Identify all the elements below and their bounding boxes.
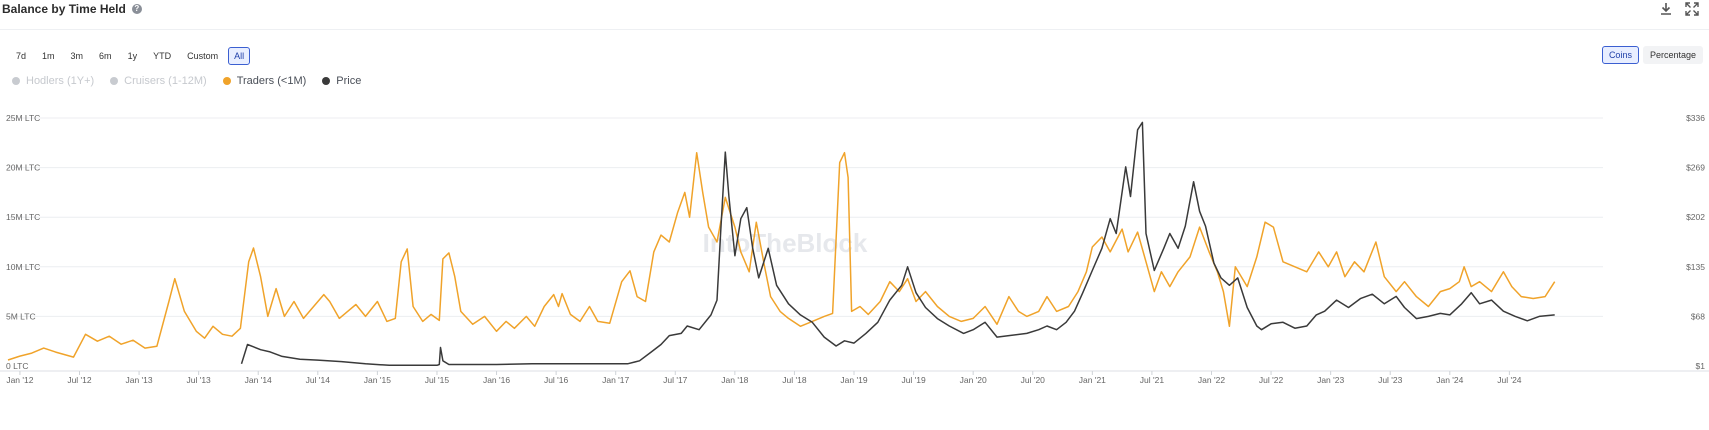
x-tick-label: Jul '21 <box>1140 375 1165 385</box>
legend-item-1[interactable]: Cruisers (1-12M) <box>110 75 207 87</box>
mode-button-coins[interactable]: Coins <box>1601 46 1639 64</box>
legend-item-3[interactable]: Price <box>322 75 361 87</box>
range-button-ytd[interactable]: YTD <box>147 47 178 65</box>
x-tick-label: Jul '13 <box>186 375 211 385</box>
range-button-all[interactable]: All <box>228 47 251 65</box>
legend-dot <box>222 77 231 85</box>
x-tick-label: Jul '12 <box>67 375 92 385</box>
range-button-3m[interactable]: 3m <box>64 47 90 65</box>
range-button-1y[interactable]: 1y <box>121 47 144 65</box>
x-tick-label: Jan '21 <box>1079 375 1106 385</box>
expand-icon[interactable] <box>1685 2 1699 19</box>
x-tick-label: Jan '17 <box>602 375 629 385</box>
x-tick-label: Jan '12 <box>6 375 33 385</box>
page-title: Balance by Time Held <box>2 2 126 16</box>
legend-dot <box>110 77 119 85</box>
y-right-tick-label: $1 <box>1696 361 1706 371</box>
x-tick-label: Jul '17 <box>663 375 688 385</box>
legend-dot <box>322 77 331 85</box>
legend-dot <box>12 77 20 85</box>
download-icon[interactable] <box>1659 2 1673 19</box>
y-right-tick-label: $202 <box>1686 212 1705 222</box>
y-left-tick-label: 5M LTC <box>6 311 36 321</box>
y-left-tick-label: 0 LTC <box>6 361 29 371</box>
x-tick-label: Jul '23 <box>1378 375 1403 385</box>
x-tick-label: Jan '24 <box>1436 375 1463 385</box>
chart-title-bar: Balance by Time Held ? <box>2 2 142 16</box>
y-left-tick-label: 15M LTC <box>6 212 40 222</box>
x-tick-label: Jul '14 <box>306 375 331 385</box>
mode-toggle: Coins Percentage <box>1601 46 1703 64</box>
range-button-1m[interactable]: 1m <box>36 47 61 65</box>
series-line-price <box>240 121 1555 367</box>
chart-actions <box>1659 2 1699 19</box>
x-tick-label: Jan '13 <box>125 375 152 385</box>
range-button-custom[interactable]: Custom <box>181 47 225 65</box>
y-left-tick-label: 10M LTC <box>6 262 40 272</box>
header-divider <box>0 29 1709 30</box>
mode-button-percentage[interactable]: Percentage <box>1642 46 1703 64</box>
question-circle-icon[interactable]: ? <box>131 4 142 14</box>
legend-label: Cruisers (1-12M) <box>124 75 207 87</box>
range-button-7d[interactable]: 7d <box>10 47 33 65</box>
x-tick-label: Jul '16 <box>544 375 569 385</box>
x-tick-label: Jan '15 <box>364 375 391 385</box>
x-tick-label: Jul '19 <box>901 375 926 385</box>
x-tick-label: Jan '22 <box>1198 375 1225 385</box>
x-tick-label: Jan '19 <box>840 375 867 385</box>
x-tick-label: Jan '16 <box>483 375 510 385</box>
watermark: IntoTheBlock <box>703 228 868 258</box>
y-left-tick-label: 20M LTC <box>6 163 40 173</box>
legend-label: Hodlers (1Y+) <box>26 75 95 87</box>
x-tick-label: Jul '15 <box>425 375 450 385</box>
chart-legend: Hodlers (1Y+) Cruisers (1-12M) Traders (<1… <box>12 75 361 87</box>
series-line-traders <box>7 151 1556 361</box>
x-tick-label: Jan '18 <box>721 375 748 385</box>
y-left-tick-label: 25M LTC <box>6 113 40 123</box>
x-tick-label: Jul '18 <box>782 375 807 385</box>
y-right-tick-label: $336 <box>1686 113 1705 123</box>
y-right-tick-label: $269 <box>1686 163 1705 173</box>
legend-label: Price <box>336 75 362 87</box>
y-right-tick-label: $68 <box>1691 311 1705 321</box>
x-tick-label: Jan '20 <box>960 375 987 385</box>
x-tick-label: Jan '23 <box>1317 375 1344 385</box>
legend-item-0[interactable]: Hodlers (1Y+) <box>12 75 94 87</box>
x-tick-label: Jul '20 <box>1021 375 1046 385</box>
legend-item-2[interactable]: Traders (<1M) <box>222 75 307 87</box>
legend-label: Traders (<1M) <box>236 75 307 87</box>
x-tick-label: Jul '24 <box>1497 375 1522 385</box>
y-right-tick-label: $135 <box>1686 262 1705 272</box>
range-selector: 7d 1m 3m 6m 1y YTD Custom All <box>10 47 251 65</box>
x-tick-label: Jan '14 <box>245 375 272 385</box>
range-button-6m[interactable]: 6m <box>93 47 118 65</box>
x-tick-label: Jul '22 <box>1259 375 1284 385</box>
